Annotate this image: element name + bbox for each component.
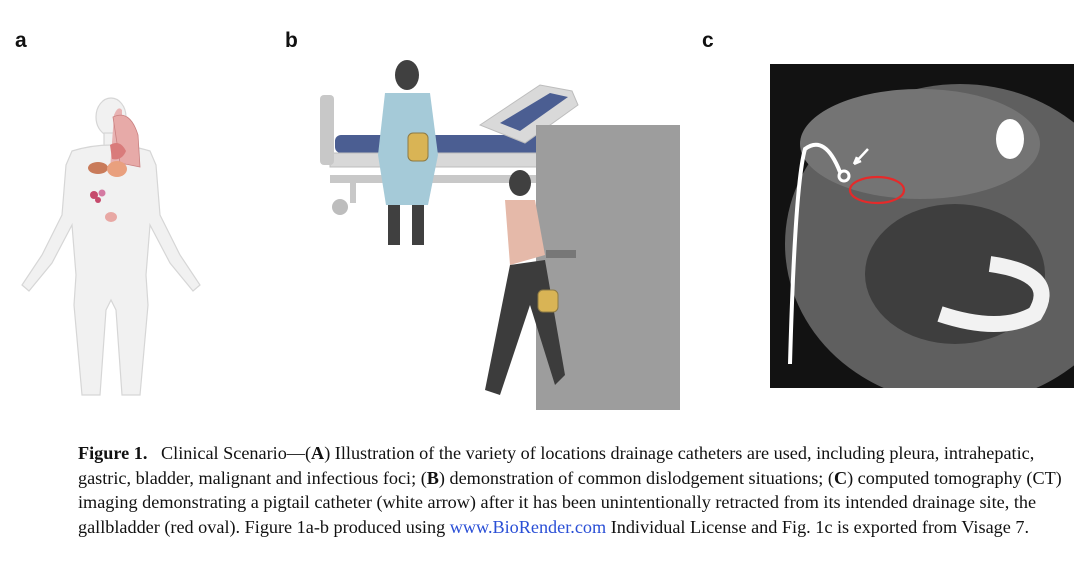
patient-figure [378, 60, 438, 245]
white-arrow [852, 148, 869, 166]
caption-text: Individual License and Fig. 1c is export… [606, 516, 1029, 537]
bladder-shape [105, 212, 117, 222]
panel-label-c: c [702, 29, 714, 52]
body-silhouette [21, 97, 201, 396]
caption-text: ) computed tomography (CT) imaging demon… [78, 467, 1062, 537]
foci-marker [98, 189, 106, 197]
caregiver-figure [485, 170, 565, 395]
caption-bold: B [426, 467, 439, 488]
biorender-link[interactable]: www.BioRender.com [449, 516, 607, 537]
figure-label: Figure 1. [78, 443, 148, 463]
caption-text: Clinical Scenario—( [161, 443, 312, 463]
panel-label-b: b [285, 29, 298, 52]
panel-c-ct-image [770, 64, 1074, 388]
red-oval [848, 175, 906, 205]
caption-text: ) demonstration of common dislodgement s… [438, 467, 834, 488]
caption-text: ) Illustration of the variety of locatio… [78, 443, 1035, 488]
panel-a-body-illustration [21, 97, 201, 396]
liver-shape [88, 162, 108, 174]
panel-b-dislodgement-scene [320, 60, 680, 410]
caption-bold: A [311, 443, 325, 463]
bowel-contrast [937, 256, 1050, 332]
panel-label-a: a [15, 29, 27, 52]
door-handle [546, 250, 576, 258]
pigtail-catheter [788, 142, 842, 365]
foci-marker [95, 197, 101, 203]
foci-marker [90, 191, 98, 199]
stomach-shape [107, 161, 127, 177]
figure-caption: Figure 1. Clinical Scenario—(A) Illustra… [78, 441, 1068, 539]
caption-bold: C [833, 467, 848, 488]
heart-shape [110, 143, 126, 160]
